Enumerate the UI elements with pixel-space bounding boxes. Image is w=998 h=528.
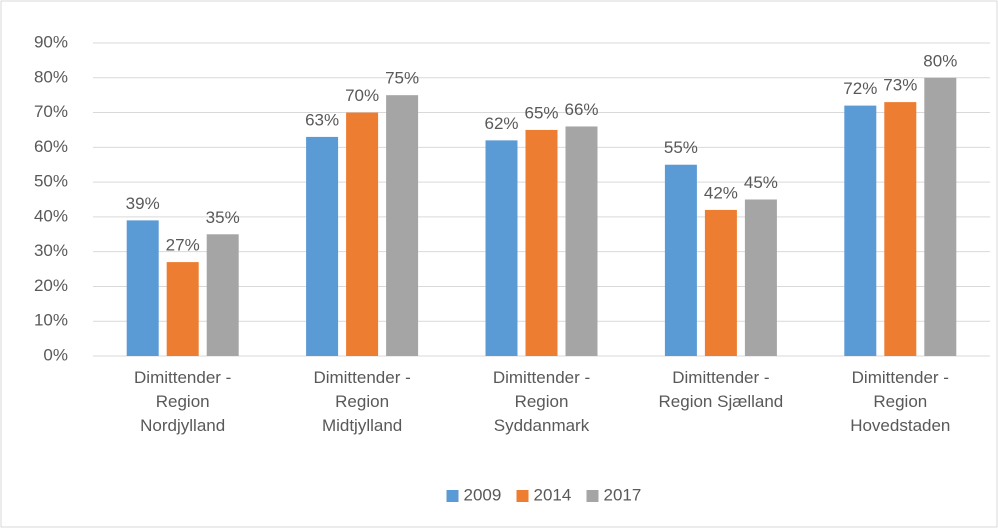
x-tick-label: Dimittender - Region Hovedstaden [850, 368, 951, 435]
bar [924, 77, 957, 357]
x-tick-label: Dimittender - Region Syddanmark [492, 368, 591, 435]
data-label: 65% [524, 103, 558, 122]
x-tick-label-box: Dimittender - Region Sjælland [658, 368, 784, 411]
data-label: 35% [206, 208, 240, 227]
bar [844, 105, 877, 356]
legend-swatch [586, 490, 599, 502]
data-label: 66% [564, 100, 598, 119]
data-label: 72% [843, 79, 877, 98]
y-tick-label: 60% [34, 137, 68, 156]
bar [704, 209, 737, 356]
legend-label: 2014 [534, 485, 572, 504]
y-tick-label: 0% [43, 345, 68, 364]
y-tick-label: 90% [34, 32, 68, 51]
y-tick-label: 20% [34, 276, 68, 295]
y-tick-label: 40% [34, 206, 68, 225]
bar [346, 112, 379, 356]
data-label: 80% [923, 51, 957, 70]
bar [206, 234, 239, 356]
y-tick-label: 30% [34, 241, 68, 260]
data-label: 55% [664, 138, 698, 157]
y-tick-label: 80% [34, 67, 68, 86]
x-tick-label-box: Dimittender - Region Hovedstaden [850, 368, 951, 435]
bar [386, 95, 419, 357]
x-tick-label: Dimittender - Region Sjælland [658, 368, 784, 411]
data-label: 73% [883, 76, 917, 95]
bar [884, 102, 917, 356]
data-label: 70% [345, 86, 379, 105]
y-tick-label: 10% [34, 311, 68, 330]
bar [664, 164, 697, 356]
x-tick-label: Dimittender - Region Midtjylland [313, 368, 411, 435]
bar [485, 140, 518, 356]
x-tick-label-box: Dimittender - Region Midtjylland [313, 368, 411, 435]
bar [306, 136, 339, 356]
legend-swatch [516, 490, 529, 502]
x-tick-label-box: Dimittender - Region Nordjylland [134, 368, 232, 435]
bar [744, 199, 777, 356]
data-label: 39% [126, 194, 160, 213]
legend-label: 2009 [464, 485, 502, 504]
bar [166, 262, 199, 356]
y-tick-label: 50% [34, 172, 68, 191]
data-label: 62% [484, 114, 518, 133]
data-label: 63% [305, 110, 339, 129]
legend-label: 2017 [604, 485, 642, 504]
legend-swatch [446, 490, 459, 502]
data-label: 42% [704, 183, 738, 202]
bar [525, 129, 558, 356]
data-label: 45% [744, 173, 778, 192]
bar [126, 220, 159, 356]
x-tick-label-box: Dimittender - Region Syddanmark [492, 368, 591, 435]
bar [565, 126, 598, 356]
data-label: 27% [166, 236, 200, 255]
x-tick-label: Dimittender - Region Nordjylland [134, 368, 232, 435]
data-label: 75% [385, 69, 419, 88]
y-tick-label: 70% [34, 102, 68, 121]
